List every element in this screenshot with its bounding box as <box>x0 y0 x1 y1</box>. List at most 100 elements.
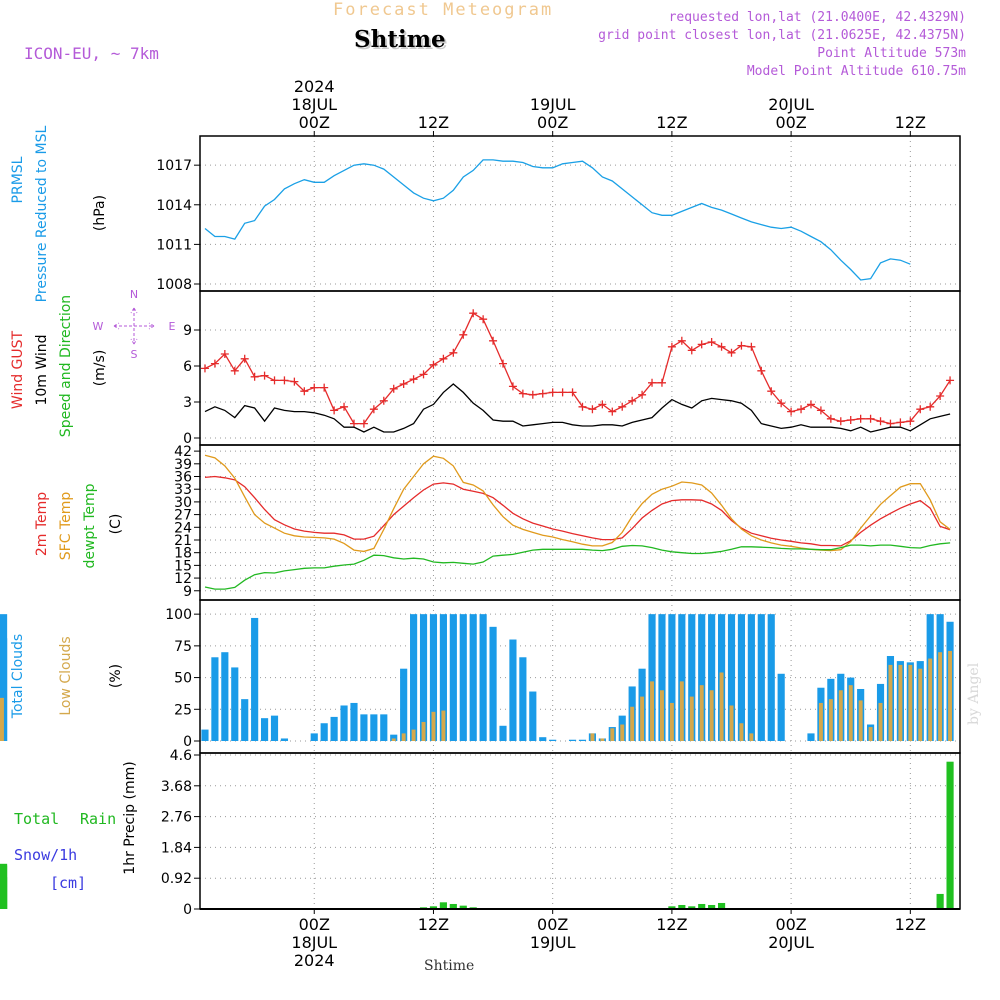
total-cloud-bar <box>0 638 8 741</box>
model-altitude: Model Point Altitude 610.75m <box>746 64 966 79</box>
y-tick-label: 9 <box>183 323 192 339</box>
rain-bar <box>946 761 954 909</box>
temp-2m-label: 2m Temp <box>34 492 50 556</box>
gust-marker <box>946 376 955 385</box>
low-cloud-bar <box>888 664 893 741</box>
y-tick-label: 30 <box>174 495 192 511</box>
low-cloud-bar <box>818 702 823 741</box>
gust-marker <box>608 407 617 416</box>
gust-marker <box>747 342 756 351</box>
top-time-label: 12Z <box>895 113 926 132</box>
low-cloud-bar <box>878 702 883 741</box>
precip-unit-label: 1hr Precip (mm) <box>122 761 138 874</box>
total-cloud-bar <box>747 614 755 741</box>
rain-bar <box>459 905 467 909</box>
total-cloud-bar <box>360 714 368 741</box>
total-cloud-bar <box>509 639 517 741</box>
gust-marker <box>558 388 567 397</box>
low-cloud-bar <box>838 690 843 741</box>
gust-marker <box>588 405 597 414</box>
total-cloud-bar <box>330 716 338 741</box>
total-cloud-bar <box>380 714 388 741</box>
gust-marker <box>936 392 945 400</box>
wind-gust-line <box>204 312 951 425</box>
total-clouds-label: Total Clouds <box>10 634 26 719</box>
precip-rain-label: Rain <box>80 810 116 828</box>
total-cloud-bar <box>211 657 219 741</box>
top-time-label: 12Z <box>656 113 687 132</box>
y-tick-label: 0 <box>183 431 192 447</box>
precip-snow-label: Snow/1h <box>14 846 77 864</box>
total-cloud-bar <box>410 614 418 741</box>
total-cloud-bar <box>280 738 289 741</box>
bottom-time-label: 12Z <box>418 915 449 934</box>
total-cloud-bar <box>568 739 577 741</box>
compass-west: W <box>93 320 104 333</box>
gust-marker <box>727 348 736 357</box>
y-tick-label: 0.92 <box>161 871 192 887</box>
y-tick-label: 3 <box>183 395 192 411</box>
total-cloud-bar <box>449 614 457 741</box>
rain-bar <box>698 903 706 909</box>
gust-marker <box>359 419 368 428</box>
clouds-unit-label: (%) <box>108 664 124 688</box>
compass-east: E <box>169 320 176 333</box>
gust-marker <box>508 382 517 391</box>
y-tick-label: 4.6 <box>170 748 192 764</box>
total-cloud-bar <box>439 614 447 741</box>
gust-marker <box>340 402 349 411</box>
gust-marker <box>379 396 388 405</box>
gust-marker <box>797 405 806 414</box>
bottom-time-label: 18JUL <box>291 933 337 952</box>
total-cloud-bar <box>737 614 746 741</box>
compass-rose <box>113 307 155 345</box>
low-cloud-bar <box>868 727 873 741</box>
gust-marker <box>816 406 825 415</box>
gust-marker <box>320 383 329 392</box>
gust-marker <box>230 366 239 375</box>
wind-unit-label: (m/s) <box>92 350 108 387</box>
gust-marker <box>369 405 378 414</box>
total-cloud-bar <box>658 614 666 741</box>
total-cloud-bar <box>578 739 587 741</box>
low-cloud-bar <box>590 733 595 741</box>
low-cloud-bar <box>600 738 605 741</box>
gust-marker <box>886 419 895 428</box>
total-cloud-bar <box>698 614 706 741</box>
gust-marker <box>598 400 607 409</box>
top-time-label: 00Z <box>775 113 806 132</box>
total-cloud-bar <box>370 714 378 741</box>
gust-marker <box>548 388 557 397</box>
rain-bar <box>688 906 696 909</box>
total-cloud-bar <box>767 614 775 741</box>
gust-marker <box>916 405 925 414</box>
gust-marker <box>499 359 508 368</box>
y-tick-label: 3.68 <box>161 779 192 795</box>
low-cloud-bar <box>669 702 674 741</box>
temperature-panel-frame <box>199 444 961 601</box>
10m-wind-line <box>204 383 951 433</box>
total-cloud-bar <box>479 614 487 741</box>
gust-marker <box>280 376 289 385</box>
grid-coords: grid point closest lon,lat (21.0625E, 42… <box>598 28 966 43</box>
rain-bar <box>439 902 447 909</box>
gust-marker <box>866 414 875 423</box>
total-cloud-bar <box>489 626 497 741</box>
gust-marker <box>717 342 726 351</box>
rain-bar <box>936 893 944 909</box>
2m-temp-line <box>204 475 951 547</box>
gust-marker <box>568 388 577 397</box>
total-cloud-bar <box>708 614 716 741</box>
gust-marker <box>210 359 219 368</box>
gust-marker <box>638 390 647 399</box>
gust-marker <box>687 346 696 355</box>
low-clouds-label: Low Clouds <box>58 636 74 715</box>
gust-marker <box>896 418 905 427</box>
pressure-panel-frame <box>199 135 961 292</box>
total-cloud-bar <box>549 739 557 741</box>
gust-marker <box>618 402 627 411</box>
gust-marker <box>657 378 666 387</box>
low-cloud-bar <box>719 672 724 741</box>
gust-marker <box>200 364 209 373</box>
y-tick-label: 1014 <box>156 198 192 214</box>
